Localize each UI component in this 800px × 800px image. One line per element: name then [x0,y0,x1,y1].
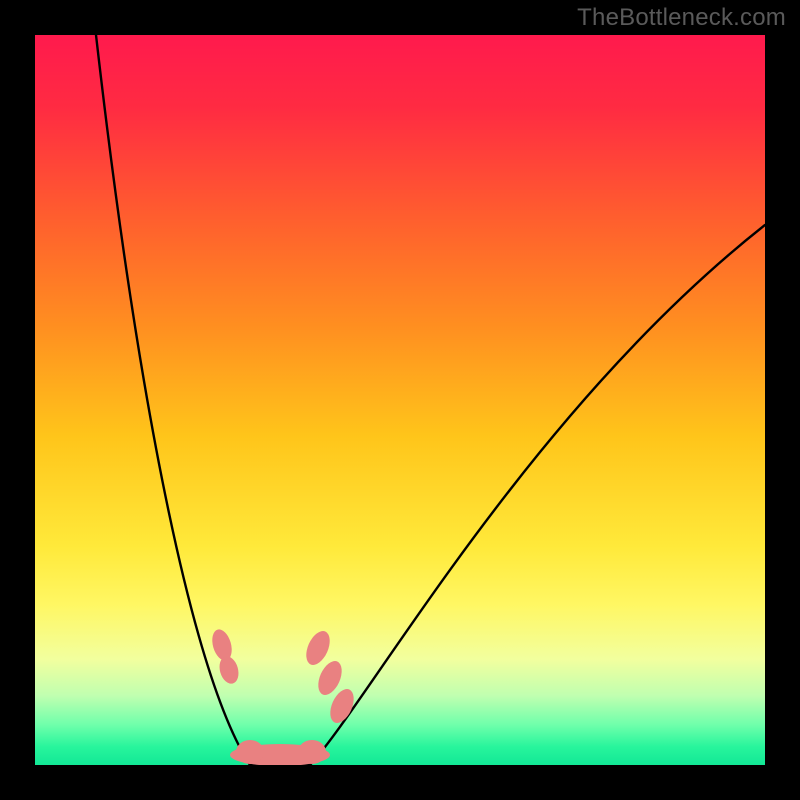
watermark-text: TheBottleneck.com [577,4,786,32]
highlight-blob [298,740,326,764]
chart-svg [0,0,800,800]
chart-root: TheBottleneck.com [0,0,800,800]
highlight-blob [236,740,264,764]
plot-gradient [35,35,765,765]
